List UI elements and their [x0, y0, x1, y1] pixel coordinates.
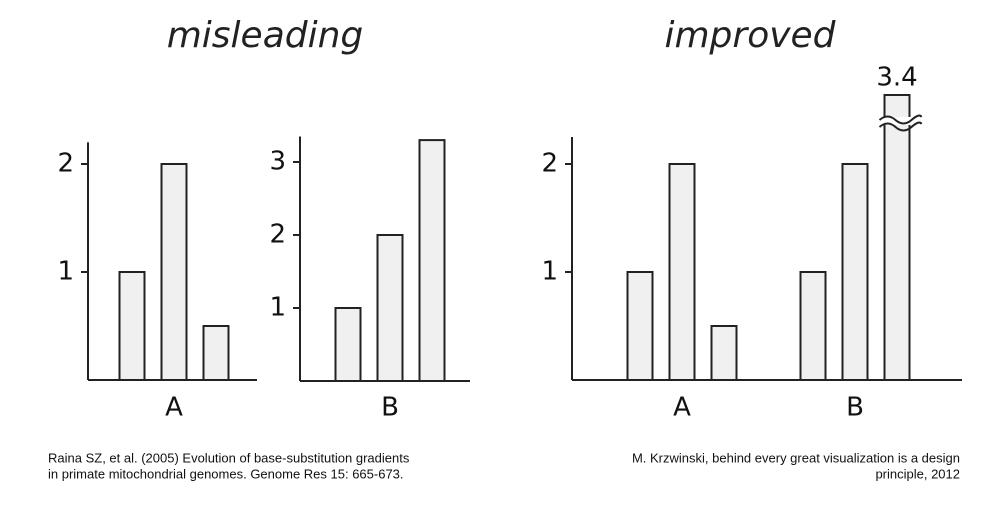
- bar: [334, 307, 362, 382]
- bar: [668, 163, 696, 381]
- x-tick-label: B: [846, 393, 864, 423]
- caption: Raina SZ, et al. (2005) Evolution of bas…: [48, 450, 410, 465]
- bar: [202, 325, 230, 381]
- bar: [626, 271, 654, 381]
- y-tick-label: 1: [269, 293, 286, 323]
- y-tick-label: 1: [541, 257, 558, 287]
- y-tick-label: 2: [541, 149, 558, 179]
- x-tick-label: A: [165, 393, 183, 423]
- value-label: 3.4: [876, 63, 917, 93]
- y-tick-label: 2: [57, 149, 74, 179]
- chart-title: misleading: [167, 15, 364, 56]
- y-tick-label: 3: [269, 147, 286, 177]
- chart-title: improved: [664, 15, 836, 56]
- caption: principle, 2012: [875, 466, 960, 481]
- caption: in primate mitochondrial genomes. Genome…: [48, 466, 404, 481]
- bar: [710, 325, 738, 381]
- bar: [418, 139, 446, 382]
- x-tick-label: B: [381, 393, 399, 423]
- axis-break: [878, 114, 923, 125]
- bar: [799, 271, 827, 381]
- axis-break: [878, 121, 923, 132]
- bar: [160, 163, 188, 381]
- y-tick-label: 2: [269, 220, 286, 250]
- bar: [841, 163, 869, 381]
- x-tick-label: A: [673, 393, 691, 423]
- bar: [118, 271, 146, 381]
- bar: [376, 234, 404, 382]
- caption: M. Krzwinski, behind every great visuali…: [632, 450, 960, 465]
- bar: [883, 94, 911, 381]
- y-tick-label: 1: [57, 257, 74, 287]
